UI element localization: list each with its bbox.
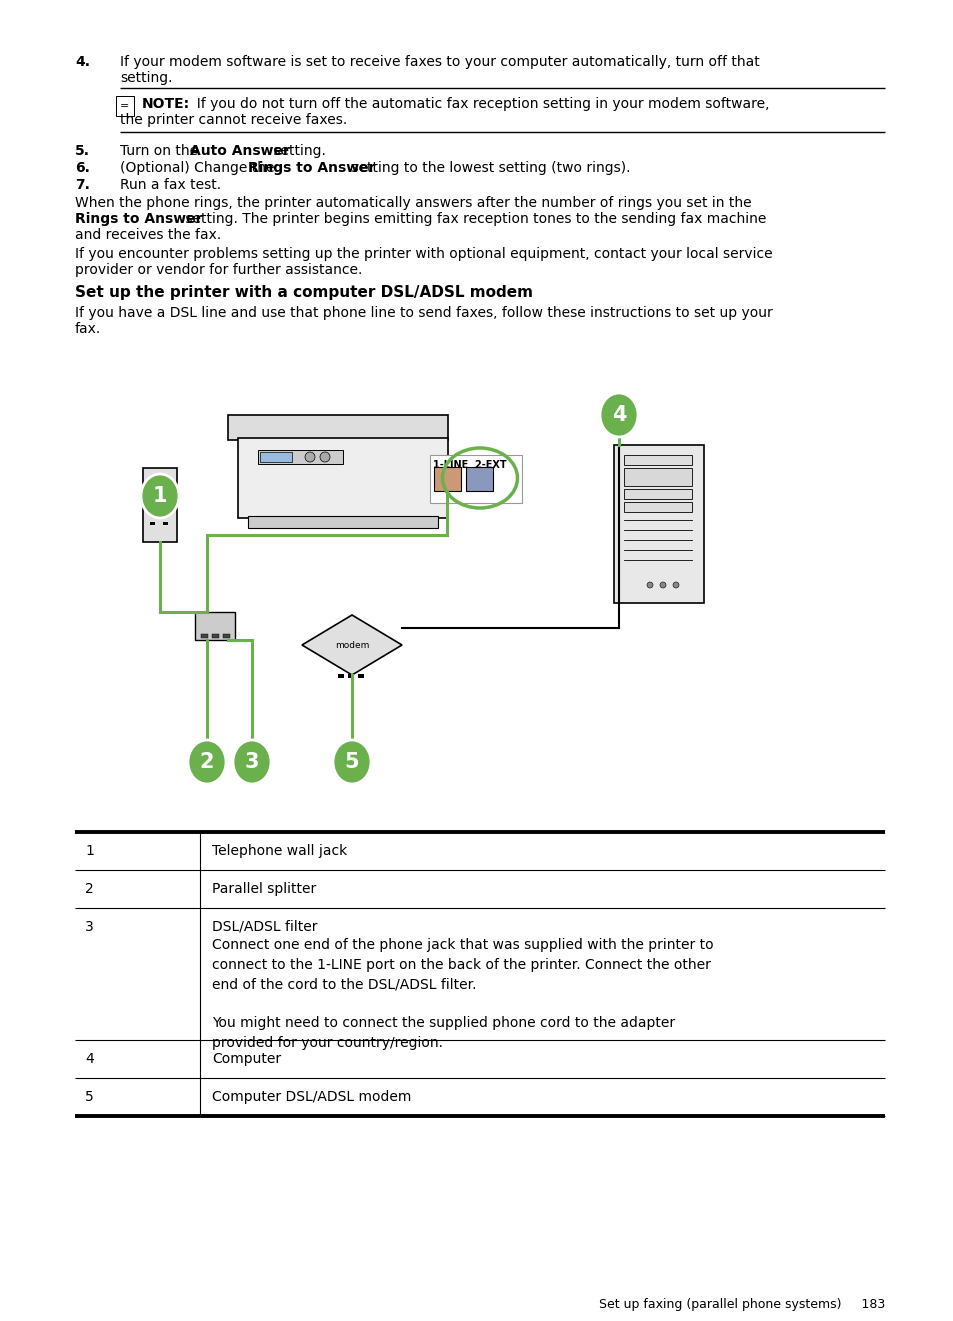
Bar — [434, 468, 460, 491]
Text: If your modem software is set to receive faxes to your computer automatically, t: If your modem software is set to receive… — [120, 55, 759, 69]
Bar — [337, 674, 344, 678]
Bar — [143, 468, 177, 542]
Bar — [623, 502, 691, 513]
Bar — [163, 509, 168, 511]
Ellipse shape — [333, 740, 371, 783]
Bar — [430, 454, 521, 503]
Bar — [163, 480, 168, 483]
Bar — [465, 468, 493, 491]
Bar — [623, 468, 691, 486]
Circle shape — [319, 452, 330, 462]
Text: Parallel splitter: Parallel splitter — [212, 882, 315, 896]
Text: Rings to Answer: Rings to Answer — [248, 161, 375, 174]
Bar — [357, 674, 364, 678]
Text: =: = — [120, 100, 130, 111]
Bar — [201, 634, 208, 638]
Bar — [228, 415, 448, 440]
Text: 5: 5 — [344, 752, 359, 771]
Text: 7.: 7. — [75, 178, 90, 192]
Text: 4: 4 — [611, 406, 625, 425]
Text: 2: 2 — [199, 752, 214, 771]
Text: setting. The printer begins emitting fax reception tones to the sending fax mach: setting. The printer begins emitting fax… — [181, 211, 765, 226]
Text: Set up the printer with a computer DSL/ADSL modem: Set up the printer with a computer DSL/A… — [75, 285, 533, 300]
Bar — [614, 445, 703, 602]
Text: NOTE:: NOTE: — [142, 96, 190, 111]
Text: Rings to Answer: Rings to Answer — [75, 211, 202, 226]
Ellipse shape — [188, 740, 226, 783]
Text: 5.: 5. — [75, 144, 90, 159]
Text: Auto Answer: Auto Answer — [190, 144, 290, 159]
Text: Connect one end of the phone jack that was supplied with the printer to
connect : Connect one end of the phone jack that w… — [212, 938, 713, 1049]
Text: If you encounter problems setting up the printer with optional equipment, contac: If you encounter problems setting up the… — [75, 247, 772, 262]
Bar — [623, 489, 691, 499]
Text: Turn on the: Turn on the — [120, 144, 202, 159]
Text: and receives the fax.: and receives the fax. — [75, 229, 221, 242]
Text: the printer cannot receive faxes.: the printer cannot receive faxes. — [120, 114, 347, 127]
Bar — [163, 494, 168, 497]
Polygon shape — [302, 616, 401, 675]
Text: 1: 1 — [85, 844, 93, 859]
Text: 4.: 4. — [75, 55, 90, 69]
Text: fax.: fax. — [75, 322, 101, 336]
Text: 4: 4 — [85, 1052, 93, 1066]
Text: Run a fax test.: Run a fax test. — [120, 178, 221, 192]
Text: Computer: Computer — [212, 1052, 281, 1066]
Bar — [257, 450, 343, 464]
Bar — [116, 96, 133, 116]
Text: Telephone wall jack: Telephone wall jack — [212, 844, 347, 859]
Text: 3: 3 — [245, 752, 259, 771]
Bar — [194, 612, 234, 639]
Text: Computer DSL/ADSL modem: Computer DSL/ADSL modem — [212, 1090, 411, 1104]
Bar — [150, 509, 154, 511]
Text: setting to the lowest setting (two rings).: setting to the lowest setting (two rings… — [347, 161, 630, 174]
Bar — [163, 522, 168, 524]
Bar — [212, 634, 219, 638]
Text: 6.: 6. — [75, 161, 90, 174]
Bar — [223, 634, 230, 638]
Text: If you have a DSL line and use that phone line to send faxes, follow these instr: If you have a DSL line and use that phon… — [75, 306, 772, 320]
Bar — [150, 494, 154, 497]
Ellipse shape — [599, 394, 638, 437]
Text: 5: 5 — [85, 1090, 93, 1104]
Circle shape — [659, 583, 665, 588]
Text: provider or vendor for further assistance.: provider or vendor for further assistanc… — [75, 263, 362, 277]
Ellipse shape — [141, 474, 179, 518]
Ellipse shape — [233, 740, 271, 783]
Bar — [237, 439, 448, 518]
Text: setting.: setting. — [269, 144, 326, 159]
Text: modem: modem — [335, 641, 369, 650]
Text: 3: 3 — [85, 919, 93, 934]
Circle shape — [672, 583, 679, 588]
Circle shape — [305, 452, 314, 462]
Text: 1: 1 — [152, 486, 167, 506]
Bar — [348, 674, 354, 678]
Text: (Optional) Change the: (Optional) Change the — [120, 161, 278, 174]
Text: 2: 2 — [85, 882, 93, 896]
Circle shape — [646, 583, 652, 588]
Text: When the phone rings, the printer automatically answers after the number of ring: When the phone rings, the printer automa… — [75, 196, 751, 210]
Bar — [260, 452, 292, 462]
Text: setting.: setting. — [120, 71, 172, 85]
Text: If you do not turn off the automatic fax reception setting in your modem softwar: If you do not turn off the automatic fax… — [188, 96, 769, 111]
Text: Set up faxing (parallel phone systems)     183: Set up faxing (parallel phone systems) 1… — [598, 1299, 884, 1310]
Bar — [150, 522, 154, 524]
Bar — [623, 454, 691, 465]
Bar — [248, 517, 437, 528]
Text: 1-LINE  2-EXT: 1-LINE 2-EXT — [433, 460, 506, 470]
Bar — [150, 480, 154, 483]
Text: DSL/ADSL filter: DSL/ADSL filter — [212, 919, 317, 934]
